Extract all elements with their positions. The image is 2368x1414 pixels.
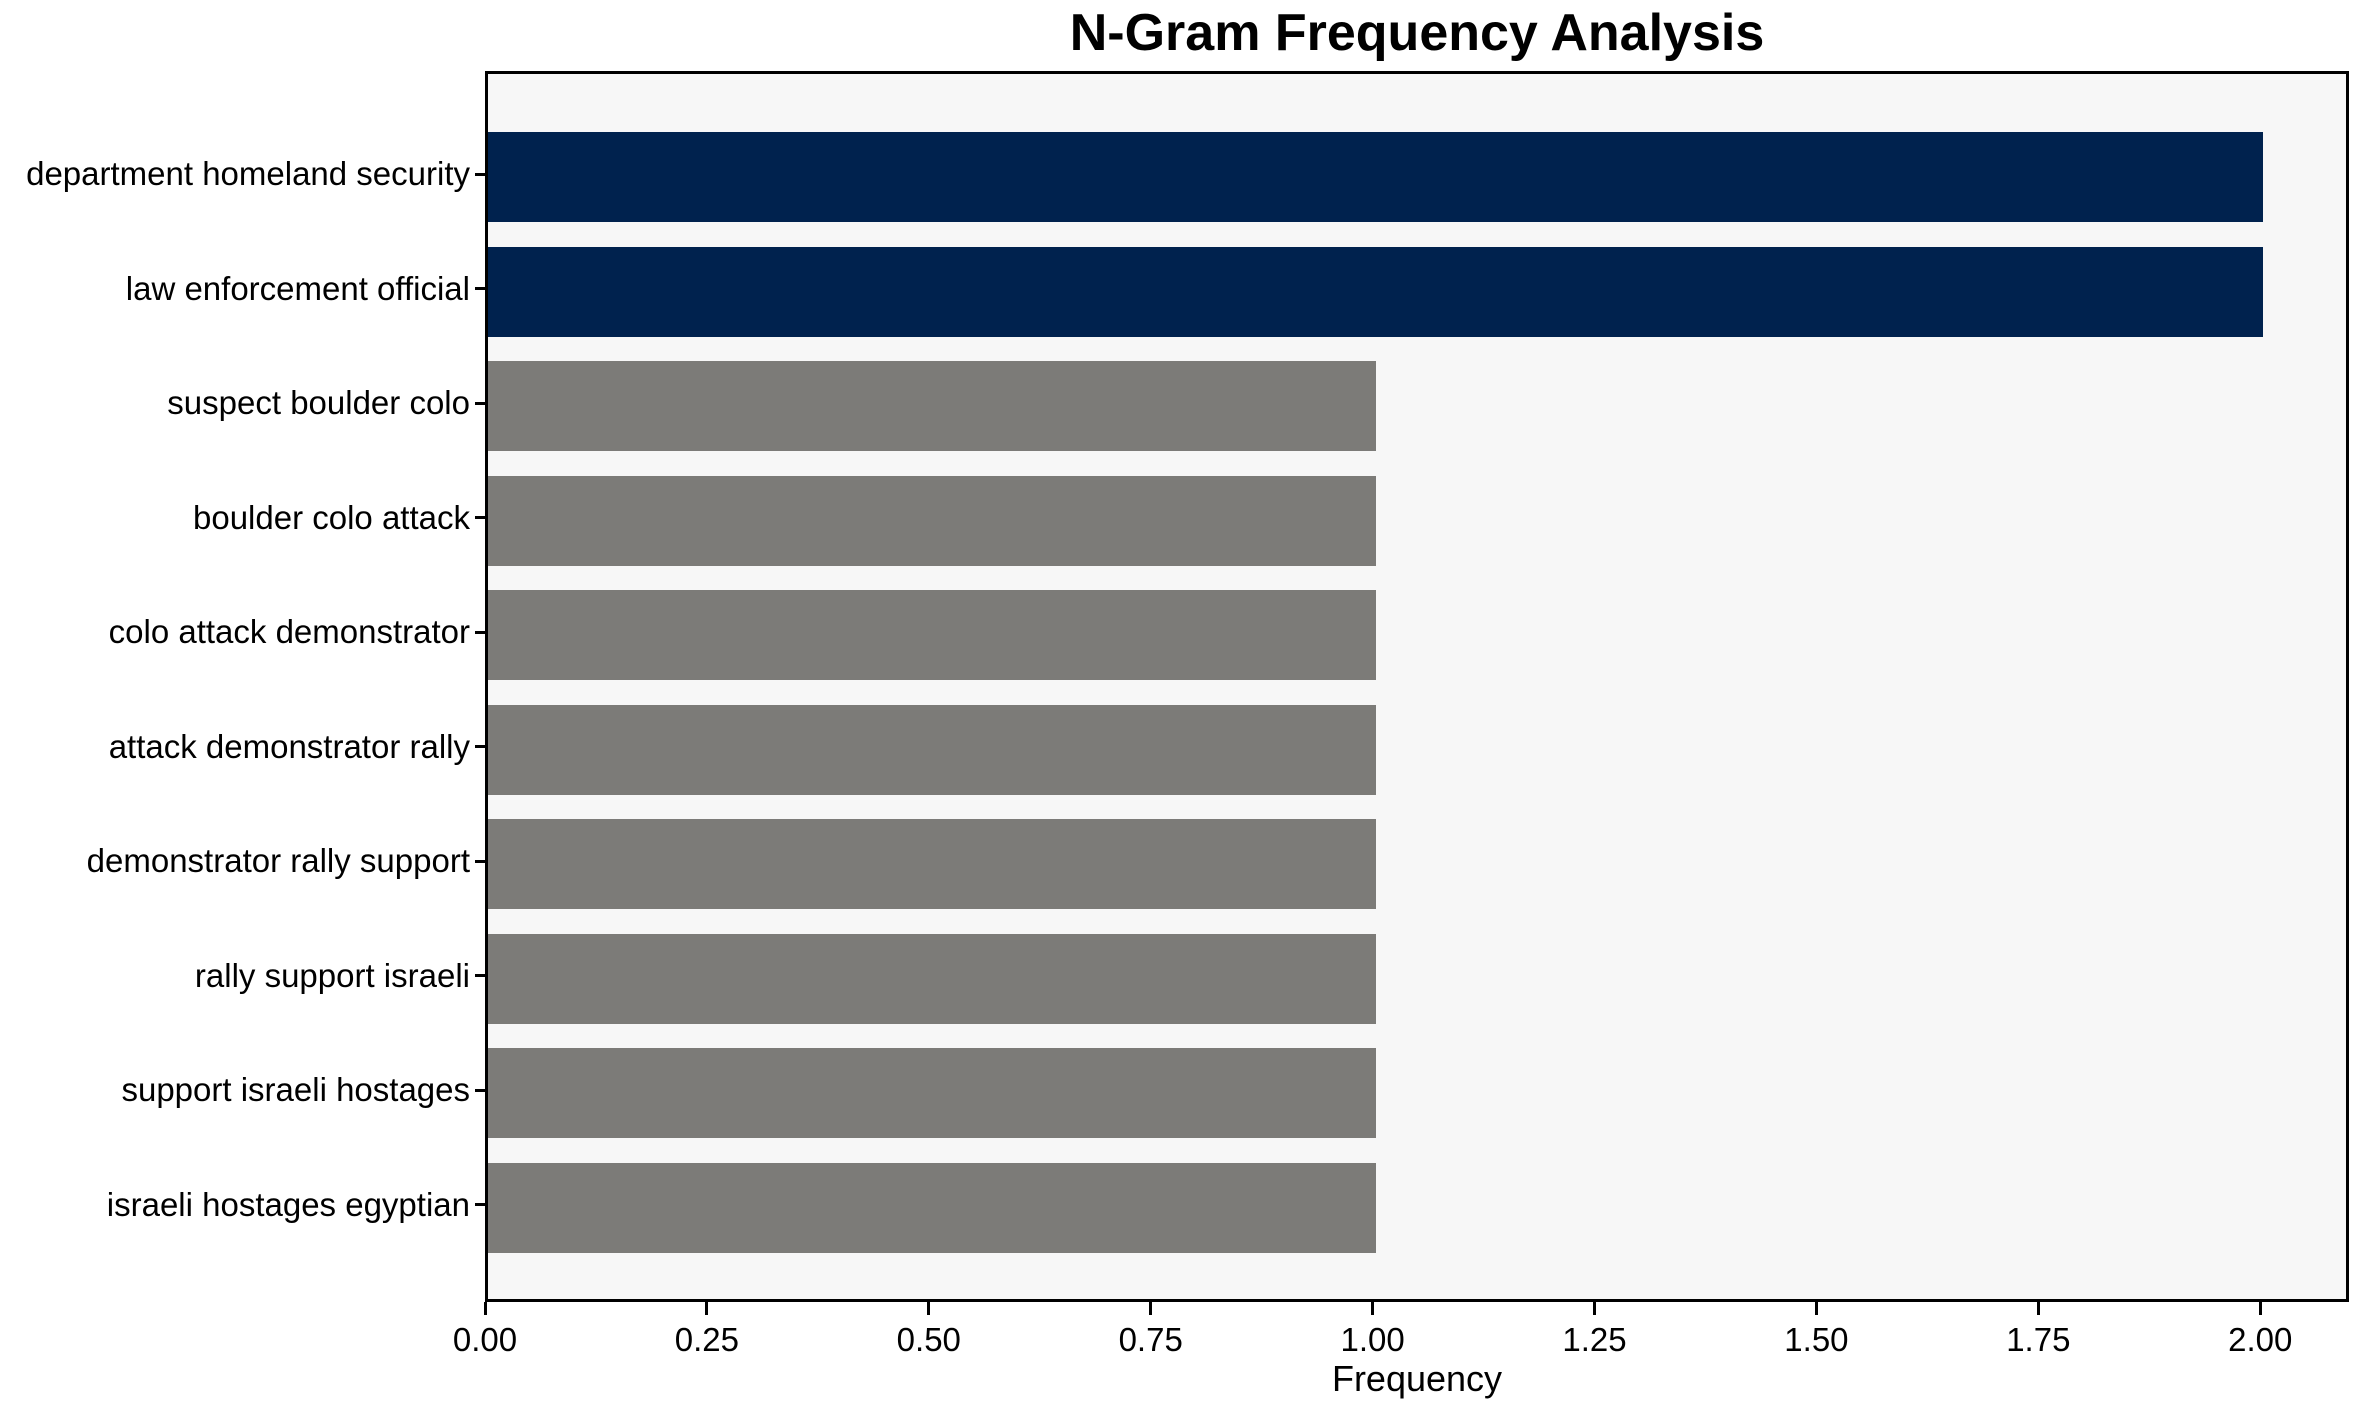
bar (488, 132, 2264, 222)
bar (488, 819, 1376, 909)
y-tick-label: rally support israeli (194, 956, 470, 994)
y-tick-label: demonstrator rally support (86, 842, 470, 879)
x-tick-label: 1.75 (2006, 1321, 2071, 1358)
bar (488, 933, 1376, 1024)
x-tick-label: 0.75 (1118, 1321, 1183, 1358)
y-tick-label: law enforcement official (125, 269, 470, 307)
y-tick-label: colo attack demonstrator (108, 613, 470, 650)
x-tick-mark (2258, 1302, 2262, 1315)
bar (488, 361, 1376, 451)
x-tick-mark (1149, 1302, 1153, 1315)
y-tick-label: support israeli hostages (121, 1071, 470, 1108)
y-tick-mark (475, 172, 485, 176)
x-tick-mark (1593, 1302, 1597, 1315)
y-tick-mark (475, 745, 485, 748)
y-tick-mark (475, 1088, 485, 1092)
bar (488, 1162, 1376, 1253)
x-tick-mark (705, 1302, 709, 1315)
plot-area (485, 71, 2349, 1302)
x-tick-mark (1814, 1302, 1818, 1315)
x-tick-mark (483, 1302, 487, 1315)
x-tick-label: 0.25 (674, 1321, 739, 1358)
y-tick-label: israeli hostages egyptian (106, 1185, 470, 1223)
x-tick-label: 0.50 (896, 1321, 961, 1358)
chart-title: N-Gram Frequency Analysis (1069, 4, 1765, 62)
x-tick-mark (927, 1302, 931, 1315)
bar (488, 246, 2264, 337)
x-tick-mark (1371, 1302, 1375, 1315)
x-tick-label: 1.00 (1340, 1321, 1405, 1358)
bar (488, 475, 1376, 566)
bar (488, 704, 1376, 795)
y-tick-mark (475, 630, 485, 634)
y-tick-mark (475, 859, 485, 863)
x-tick-label: 1.50 (1784, 1321, 1849, 1358)
y-tick-label: department homeland security (26, 155, 470, 192)
y-tick-mark (475, 516, 485, 519)
bar (488, 590, 1376, 680)
x-tick-label: 1.25 (1562, 1321, 1627, 1358)
y-tick-label: suspect boulder colo (167, 384, 470, 421)
y-tick-label: boulder colo attack (192, 498, 470, 536)
x-axis-label: Frequency (1331, 1358, 1503, 1399)
bar (488, 1048, 1376, 1138)
y-tick-mark (475, 287, 485, 290)
y-tick-label: attack demonstrator rally (108, 727, 470, 765)
x-tick-label: 0.00 (452, 1321, 518, 1358)
x-tick-label: 2.00 (2228, 1321, 2293, 1358)
y-tick-mark (475, 1203, 485, 1206)
y-tick-mark (475, 974, 485, 977)
y-tick-mark (475, 401, 485, 405)
x-tick-mark (2036, 1302, 2040, 1315)
